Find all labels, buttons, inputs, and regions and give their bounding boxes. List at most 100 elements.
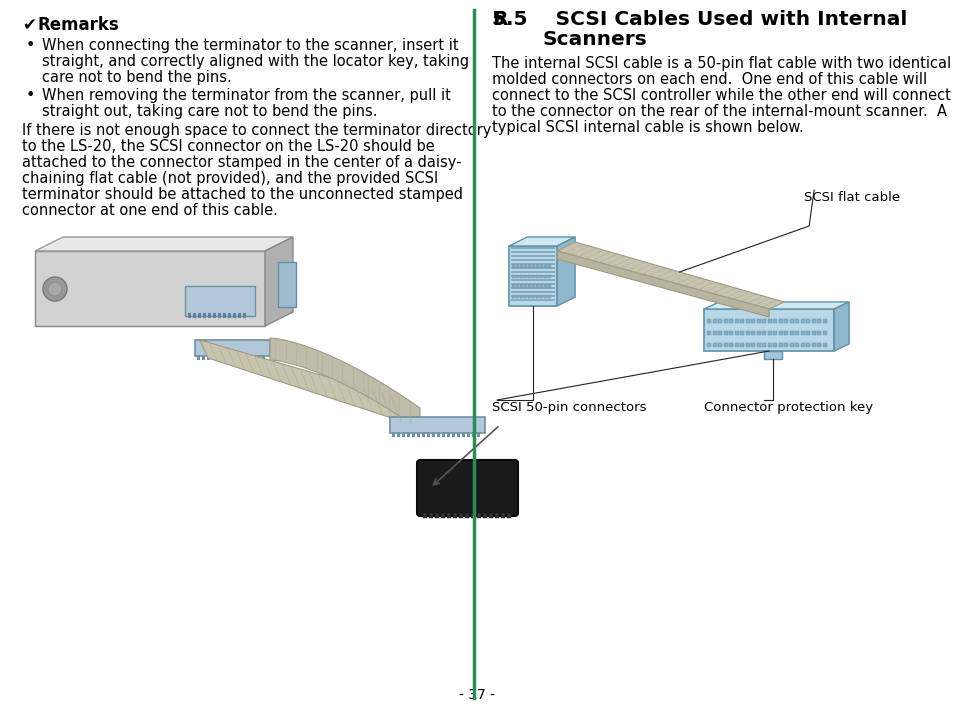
Bar [523,295,527,298]
Bar [512,275,515,278]
Bar [548,295,551,298]
Bar [528,295,531,298]
Bar [756,319,760,323]
Bar [536,295,538,298]
Bar [548,275,551,278]
Text: •: • [26,88,35,103]
Bar [532,285,535,288]
Bar [228,313,231,318]
Bar [543,285,547,288]
Bar [516,275,518,278]
Polygon shape [557,251,768,317]
Bar [756,343,760,347]
Bar [516,265,518,268]
Text: SCSI 50-pin connectors: SCSI 50-pin connectors [492,401,646,414]
Bar [188,313,191,318]
Bar [222,356,225,360]
Text: •: • [26,38,35,53]
Bar [422,513,427,518]
Bar [712,331,716,335]
Bar [532,275,535,278]
Bar [772,343,777,347]
Bar [767,343,771,347]
Bar [511,255,555,257]
Bar [461,433,464,437]
Text: When connecting the terminator to the scanner, insert it: When connecting the terminator to the sc… [42,38,458,53]
Circle shape [43,277,67,301]
Text: Connector protection key: Connector protection key [703,401,872,414]
Bar [511,299,555,301]
Bar [489,513,493,518]
Bar [511,291,555,293]
Bar [767,331,771,335]
Bar [407,433,410,437]
Bar [440,513,444,518]
Bar [532,295,535,298]
Bar [511,267,555,269]
Bar [482,513,486,518]
Bar [761,319,765,323]
Bar [216,356,220,360]
Polygon shape [270,338,419,430]
Bar [718,343,721,347]
Bar [435,513,438,518]
Bar [256,356,260,360]
Bar [539,265,542,268]
Bar [756,331,760,335]
Polygon shape [833,302,848,351]
Bar [745,331,749,335]
Bar [516,295,518,298]
Bar [194,340,270,356]
Bar [728,319,732,323]
Bar [763,351,781,359]
Bar [723,343,727,347]
Bar [772,319,777,323]
FancyBboxPatch shape [416,460,517,516]
Bar [511,287,555,289]
Bar [734,319,738,323]
Bar [519,275,522,278]
Text: When removing the terminator from the scanner, pull it: When removing the terminator from the sc… [42,88,451,103]
Bar [740,331,743,335]
Bar [223,313,226,318]
Bar [202,356,205,360]
Bar [772,331,777,335]
Bar [193,313,195,318]
Bar [745,343,749,347]
Bar [528,285,531,288]
Polygon shape [703,302,848,309]
Bar [429,513,433,518]
Text: to the connector on the rear of the internal-mount scanner.  A: to the connector on the rear of the inte… [492,104,946,119]
Bar [789,331,793,335]
Bar [511,263,555,265]
Bar [495,513,498,518]
Bar [519,285,522,288]
Bar [712,343,716,347]
Bar [523,265,527,268]
Bar [750,331,755,335]
Bar [447,433,450,437]
Bar [821,343,825,347]
Bar [392,433,395,437]
Bar [511,247,555,249]
Bar [227,356,230,360]
Bar [718,331,721,335]
Bar [519,295,522,298]
Text: SCSI flat cable: SCSI flat cable [803,191,900,204]
Text: straight, and correctly aligned with the locator key, taking: straight, and correctly aligned with the… [42,54,469,69]
Text: connect to the SCSI controller while the other end will connect: connect to the SCSI controller while the… [492,88,950,103]
Bar [536,265,538,268]
Polygon shape [509,237,575,246]
Bar [805,331,809,335]
Bar [500,513,504,518]
Bar [208,313,211,318]
Text: molded connectors on each end.  One end of this cable will: molded connectors on each end. One end o… [492,72,926,87]
Text: attached to the connector stamped in the center of a daisy-: attached to the connector stamped in the… [22,155,461,170]
Text: to the LS-20, the SCSI connector on the LS-20 should be: to the LS-20, the SCSI connector on the … [22,139,435,154]
Bar [706,319,710,323]
Bar [548,285,551,288]
Bar [817,331,821,335]
Bar [218,313,221,318]
Bar [252,356,254,360]
Text: If there is not enough space to connect the terminator directory: If there is not enough space to connect … [22,123,491,138]
